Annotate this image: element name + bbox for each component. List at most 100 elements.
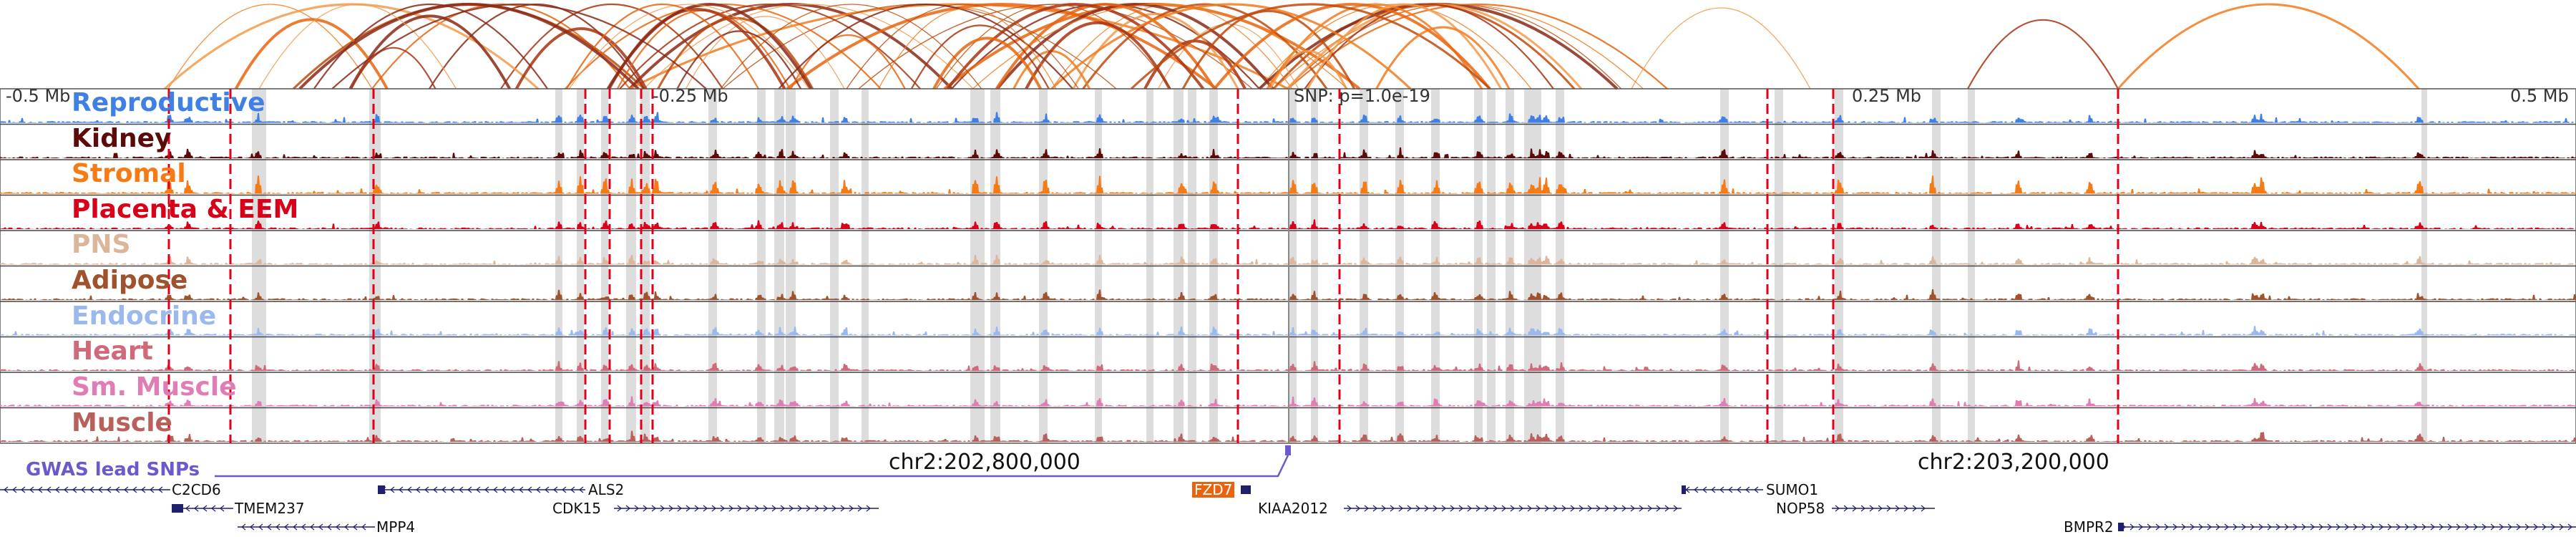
gene-strand-arrow: [21, 486, 26, 493]
gene-strand-arrow: [115, 486, 120, 493]
gene-strand-arrow: [1878, 505, 1883, 512]
gene-strand-arrow: [336, 523, 341, 531]
gene-strand-arrow: [2379, 523, 2384, 531]
track-label-adipose: Adipose: [72, 266, 188, 295]
gene-strand-arrow: [220, 505, 225, 512]
track-label-heart: Heart: [72, 337, 153, 366]
gene-strand-arrow: [1621, 505, 1626, 512]
track-label-endocrine: Endocrine: [72, 301, 217, 331]
interaction-arc: [1304, 4, 1554, 90]
gene-strand-arrow: [1745, 486, 1750, 493]
gene-strand-arrow: [1673, 505, 1678, 512]
interaction-arc: [1157, 24, 1299, 90]
gene-strand-arrow: [2421, 523, 2426, 531]
gene-label-tmem237[interactable]: TMEM237: [235, 500, 305, 517]
gene-label-bmpr2[interactable]: BMPR2: [2064, 518, 2114, 536]
gene-strand-arrow: [2344, 523, 2349, 531]
gene-strand-arrow: [141, 486, 146, 493]
gene-strand-arrow: [284, 523, 289, 531]
gene-sumo1: [1682, 485, 1763, 494]
gene-strand-arrow: [2215, 523, 2220, 531]
gene-strand-arrow: [2430, 523, 2435, 531]
signal-track-9: [0, 430, 2576, 442]
gene-tmem237: [172, 504, 233, 513]
interaction-arc: [790, 34, 906, 90]
gene-strand-arrow: [2155, 523, 2160, 531]
interaction-arc: [514, 26, 648, 90]
interaction-arc: [996, 3, 1274, 90]
gene-strand-arrow: [2507, 523, 2512, 531]
gene-strand-arrow: [1711, 486, 1716, 493]
gene-strand-arrow: [694, 505, 699, 512]
gene-label-mpp4[interactable]: MPP4: [376, 518, 416, 536]
gene-strand-arrow: [275, 523, 280, 531]
gene-strand-arrow: [2310, 523, 2315, 531]
gene-strand-arrow: [797, 505, 802, 512]
gene-strand-arrow: [1364, 505, 1369, 512]
chromatin-loop-arcs: [164, 3, 2420, 90]
interaction-arc: [1213, 3, 1491, 90]
gene-strand-arrow: [2490, 523, 2495, 531]
gene-strand-arrow: [1579, 505, 1584, 512]
interaction-arc: [628, 3, 953, 90]
gene-label-fzd7[interactable]: FZD7: [1192, 482, 1235, 498]
gene-strand-arrow: [1719, 486, 1724, 493]
interaction-arc: [1130, 3, 1491, 90]
gene-strand-arrow: [1587, 505, 1592, 512]
gene-strand-arrow: [12, 486, 17, 493]
gene-strand-arrow: [2370, 523, 2375, 531]
gene-strand-arrow: [416, 486, 421, 493]
gene-label-kiaa2012[interactable]: KIAA2012: [1258, 500, 1328, 517]
interaction-arc: [786, 3, 1218, 90]
gene-strand-arrow: [2258, 523, 2263, 531]
gene-strand-arrow: [2361, 523, 2366, 531]
gene-exon: [2118, 523, 2124, 531]
interaction-arc: [778, 3, 1073, 90]
signal-track-4: [0, 254, 2576, 265]
gene-strand-arrow: [677, 505, 682, 512]
gene-strand-arrow: [194, 505, 199, 512]
gene-exon: [1241, 485, 1251, 494]
gene-label-cdk15[interactable]: CDK15: [552, 500, 601, 517]
gene-strand-arrow: [310, 523, 315, 531]
gene-strand-arrow: [2353, 523, 2358, 531]
gene-label-als2[interactable]: ALS2: [588, 481, 625, 498]
signal-track-7: [0, 360, 2576, 371]
track-label-sm-muscle: Sm. Muscle: [72, 372, 237, 402]
gene-strand-arrow: [158, 486, 163, 493]
gene-strand-arrow: [301, 523, 306, 531]
gene-strand-arrow: [857, 505, 862, 512]
signal-track-5: [0, 289, 2576, 300]
gene-label-nop58[interactable]: NOP58: [1776, 500, 1825, 517]
gene-label-sumo1[interactable]: SUMO1: [1766, 481, 1819, 498]
gene-strand-arrow: [185, 505, 190, 512]
gene-strand-arrow: [1536, 505, 1541, 512]
gene-strand-arrow: [150, 486, 155, 493]
gene-strand-arrow: [1596, 505, 1601, 512]
gene-strand-arrow: [2318, 523, 2323, 531]
gene-strand-arrow: [1518, 505, 1523, 512]
gene-nop58: [1832, 505, 1935, 512]
gwas-snp-marker: [1285, 445, 1291, 455]
gene-strand-arrow: [241, 523, 246, 531]
gene-strand-arrow: [763, 505, 768, 512]
gene-strand-arrow: [459, 486, 464, 493]
gene-strand-arrow: [686, 505, 691, 512]
gene-strand-arrow: [2172, 523, 2177, 531]
gene-strand-arrow: [1835, 505, 1840, 512]
gene-strand-arrow: [849, 505, 854, 512]
interaction-arc: [606, 3, 812, 90]
interaction-arc: [1050, 3, 1412, 90]
gene-strand-arrow: [1728, 486, 1733, 493]
gene-kiaa2012: [1344, 505, 1682, 512]
gene-strand-arrow: [2275, 523, 2280, 531]
gene-strand-arrow: [754, 505, 759, 512]
track-label-pns: PNS: [72, 230, 131, 259]
gene-strand-arrow: [1484, 505, 1489, 512]
scale-label-right-mid: 0.25 Mb: [1852, 86, 1922, 106]
gene-label-c2cd6[interactable]: C2CD6: [172, 481, 221, 498]
interaction-arc: [935, 4, 1171, 90]
gene-strand-arrow: [1702, 486, 1707, 493]
gene-strand-arrow: [1450, 505, 1455, 512]
gene-strand-arrow: [361, 523, 366, 531]
